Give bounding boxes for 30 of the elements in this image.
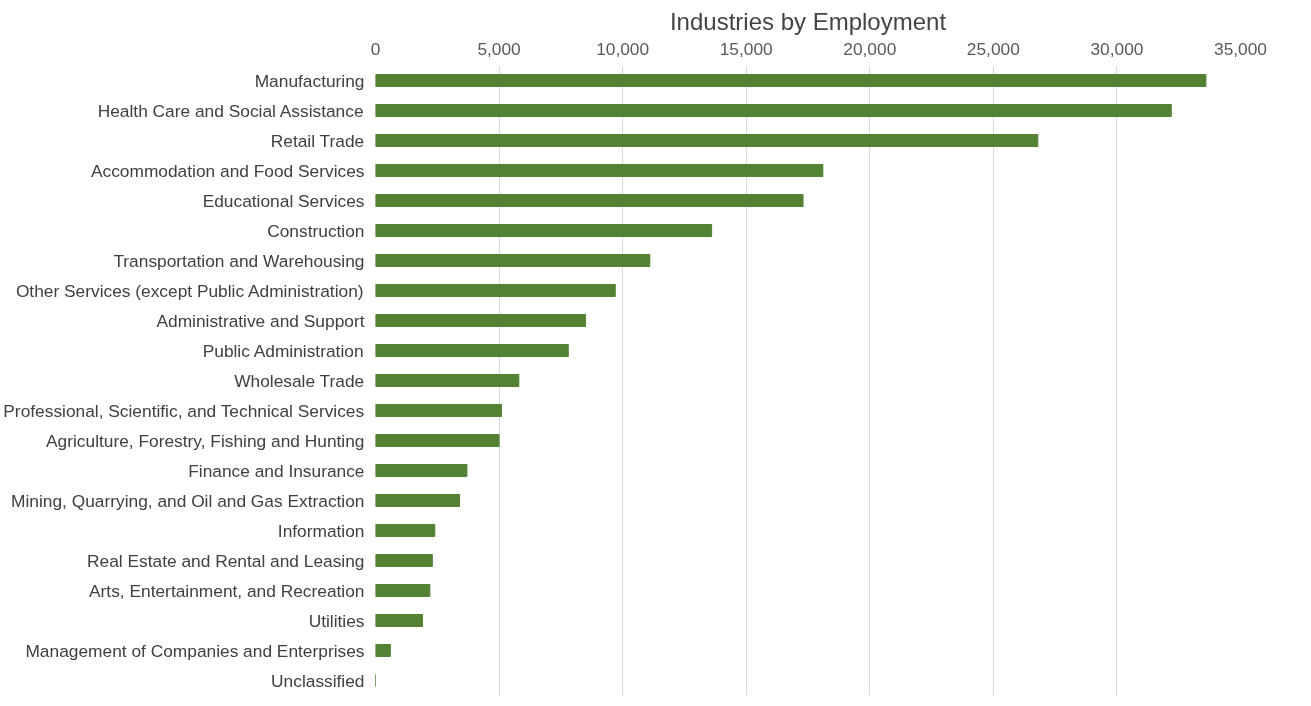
y-tick-label: Information	[277, 520, 365, 541]
y-tick-label: Educational Services	[202, 190, 365, 211]
y-tick-label: Transportation and Warehousing	[113, 250, 365, 271]
x-tick-label: 10,000	[596, 38, 650, 59]
y-tick-label: Professional, Scientific, and Technical Services	[3, 400, 365, 421]
y-tick-label: Utilities	[308, 610, 365, 631]
y-tick-label: Manufacturing	[254, 70, 365, 91]
x-tick-label: 20,000	[843, 38, 897, 59]
y-tick-label: Health Care and Social Assistance	[97, 100, 364, 121]
y-tick-label: Other Services (except Public Administration)	[15, 280, 364, 301]
chart-title: Industries by Employment	[669, 7, 947, 35]
x-tick-label: 5,000	[477, 38, 521, 59]
y-tick-label: Construction	[267, 220, 365, 241]
y-tick-label: Mining, Quarrying, and Oil and Gas Extraction	[11, 490, 365, 511]
y-tick-label: Accommodation and Food Services	[90, 160, 365, 181]
x-tick-label: 30,000	[1090, 38, 1144, 59]
y-tick-label: Unclassified	[271, 670, 365, 691]
y-tick-label: Agriculture, Forestry, Fishing and Hunting	[46, 430, 365, 451]
x-tick-label: 15,000	[719, 38, 773, 59]
x-tick-label: 35,000	[1214, 38, 1267, 59]
y-tick-label: Public Administration	[202, 340, 364, 361]
y-tick-label: Arts, Entertainment, and Recreation	[89, 580, 365, 601]
x-tick-label: 0	[370, 38, 381, 59]
y-tick-label: Real Estate and Rental and Leasing	[87, 550, 365, 571]
y-tick-label: Finance and Insurance	[188, 460, 365, 481]
y-tick-label: Retail Trade	[270, 130, 365, 151]
x-tick-label: 25,000	[966, 38, 1020, 59]
y-tick-label: Wholesale Trade	[234, 370, 365, 391]
y-tick-label: Management of Companies and Enterprises	[25, 640, 365, 661]
y-tick-label: Administrative and Support	[156, 310, 365, 331]
